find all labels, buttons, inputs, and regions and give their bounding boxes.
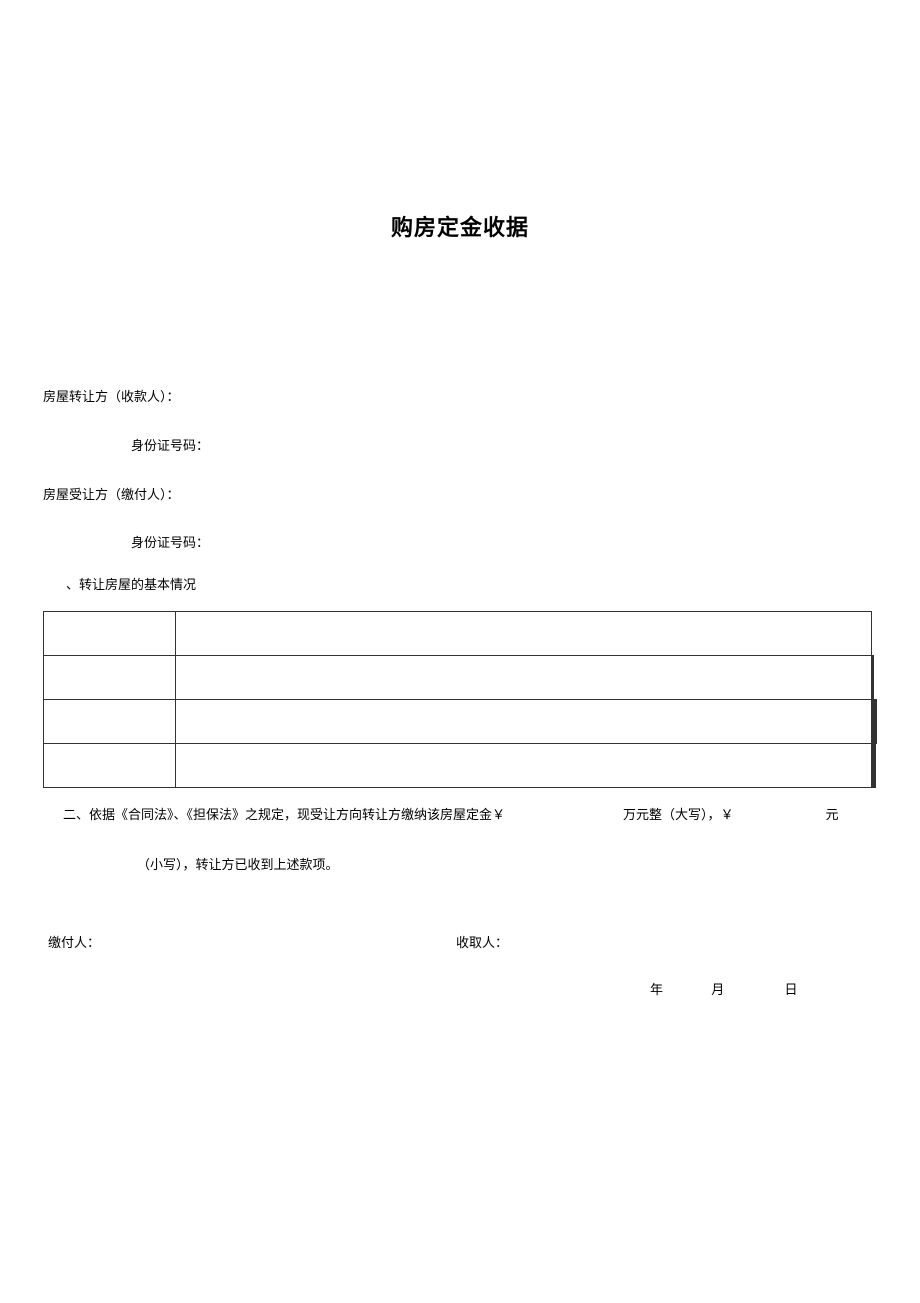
transferee-field: 房屋受让方（缴付人）：	[43, 485, 877, 506]
table-cell	[176, 700, 872, 744]
clause-two-line2: （小写），转让方已收到上述款项。	[63, 854, 877, 876]
table-row	[44, 656, 877, 700]
transferor-id-field: 身份证号码：	[43, 436, 877, 457]
date-row: 年 月 日	[43, 979, 877, 998]
transferor-id-label: 身份证号码：	[131, 438, 209, 453]
transferor-label: 房屋转让方（收款人）：	[43, 389, 180, 404]
section-one-heading: 、转让房屋的基本情况	[43, 574, 877, 593]
transferor-field: 房屋转让方（收款人）：	[43, 387, 877, 408]
date-month-label: 月	[670, 979, 726, 998]
table-cell	[176, 612, 872, 656]
table-cell	[872, 656, 873, 700]
table-cell	[176, 656, 872, 700]
table-row	[44, 700, 877, 744]
table-cell	[44, 700, 176, 744]
transferee-label: 房屋受让方（缴付人）：	[43, 487, 180, 502]
transferee-id-field: 身份证号码：	[43, 533, 877, 554]
transferee-id-label: 身份证号码：	[131, 535, 209, 550]
payee-signature-label: 收取人：	[456, 932, 877, 951]
table-cell	[875, 700, 876, 744]
date-day-label: 日	[732, 979, 800, 998]
table-cell	[874, 744, 875, 788]
page-container: 购房定金收据 房屋转让方（收款人）： 身份证号码： 房屋受让方（缴付人）： 身份…	[0, 0, 920, 998]
signature-row: 缴付人： 收取人：	[43, 932, 877, 951]
table-row	[44, 612, 877, 656]
clause-two-part1: 二、依据《合同法》、《担保法》之规定，现受让方向转让方缴纳该房屋定金￥	[63, 804, 505, 826]
clause-two: 二、依据《合同法》、《担保法》之规定，现受让方向转让方缴纳该房屋定金￥ 万元整（…	[43, 804, 877, 876]
date-year-label: 年	[609, 979, 665, 998]
payer-signature-label: 缴付人：	[48, 932, 456, 951]
table-cell	[44, 656, 176, 700]
clause-two-line1: 二、依据《合同法》、《担保法》之规定，现受让方向转让方缴纳该房屋定金￥ 万元整（…	[63, 804, 877, 826]
clause-two-part2: 万元整（大写），￥	[623, 804, 734, 826]
table-row	[44, 744, 877, 788]
table-cell	[176, 744, 872, 788]
table-cell	[44, 744, 176, 788]
table-cell	[44, 612, 176, 656]
document-title: 购房定金收据	[43, 210, 877, 242]
property-info-table	[43, 611, 877, 788]
clause-two-part3: 元	[826, 804, 839, 826]
